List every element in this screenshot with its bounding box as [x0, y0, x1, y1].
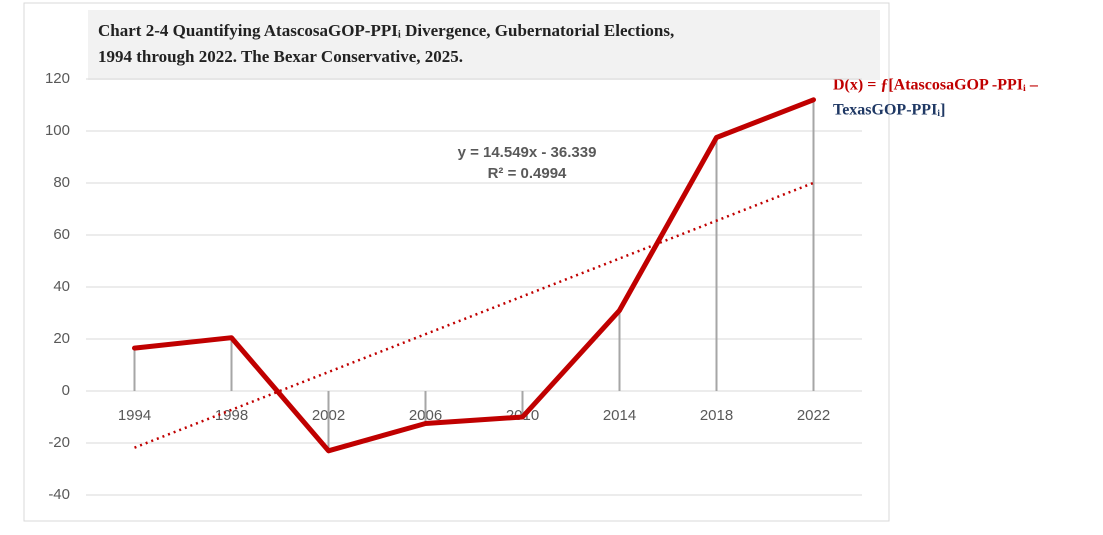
y-tick-label: -20: [48, 434, 70, 451]
trend-equation: y = 14.549x - 36.339: [458, 144, 597, 161]
y-tick-label: 60: [53, 226, 70, 243]
y-tick-label: 40: [53, 278, 70, 295]
annotation: D(x) = ƒ[AtascosaGOP -PPIᵢ –: [833, 77, 1039, 94]
y-tick-label: 120: [45, 70, 70, 87]
annotation: TexasGOP-PPIᵢ]: [833, 102, 945, 119]
x-tick-label: 2022: [797, 407, 830, 424]
data-line: [132, 97, 816, 454]
trend-r2: R² = 0.4994: [488, 165, 567, 182]
x-tick-label: 1994: [118, 407, 151, 424]
y-tick-label: -40: [48, 486, 70, 503]
chart-title: Chart 2-4 Quantifying AtascosaGOP-PPIᵢ D…: [98, 21, 674, 40]
title-box: [88, 10, 880, 80]
x-tick-label: 1998: [215, 407, 248, 424]
y-tick-label: 80: [53, 174, 70, 191]
y-tick-label: 20: [53, 330, 70, 347]
x-tick-label: 2014: [603, 407, 636, 424]
y-tick-label: 0: [62, 382, 70, 399]
chart-title: 1994 through 2022. The Bexar Conservativ…: [98, 47, 463, 66]
x-tick-label: 2018: [700, 407, 733, 424]
y-tick-label: 100: [45, 122, 70, 139]
trendline: [134, 181, 814, 449]
